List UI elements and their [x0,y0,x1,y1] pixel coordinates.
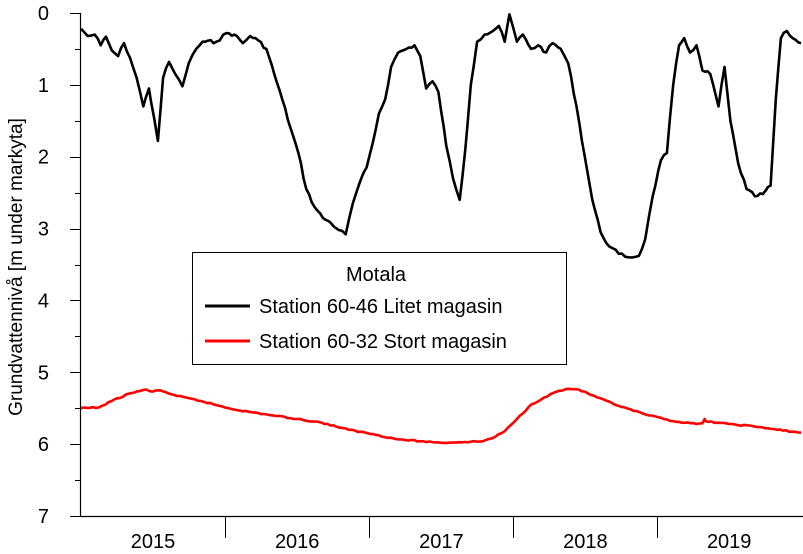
legend-title: Motala [346,264,407,286]
x-year-label: 2018 [563,531,608,553]
legend-label-station-60-32: Station 60-32 Stort magasin [259,331,507,353]
series-line-station-60-32 [80,387,802,445]
x-year-label: 2019 [707,531,752,553]
y-tick-label: 5 [38,362,49,384]
x-axis-ticks [225,517,658,538]
y-tick-label: 6 [38,434,49,456]
x-year-label: 2015 [131,531,176,553]
plot-series [80,13,802,445]
y-axis-ticks [70,13,81,517]
legend-box [192,252,567,365]
x-year-label: 2016 [275,531,320,553]
legend-label-station-60-46: Station 60-46 Litet magasin [259,296,503,318]
y-tick-label: 7 [38,506,49,528]
y-tick-label: 3 [38,219,49,241]
series-line-station-60-46 [80,13,802,259]
x-year-label: 2017 [419,531,464,553]
legend: Motala Station 60-46 Litet magasin Stati… [192,252,567,365]
y-tick-label: 1 [38,75,49,97]
y-axis-tick-labels: 0 1 2 3 4 5 6 7 [38,3,49,528]
y-tick-label: 4 [38,290,49,312]
x-axis-year-labels: 2015 2016 2017 2018 2019 [131,531,752,553]
y-axis-title: Grundvattennivå [m under markyta] [6,118,27,416]
y-tick-label: 0 [38,3,49,25]
y-tick-label: 2 [38,147,49,169]
